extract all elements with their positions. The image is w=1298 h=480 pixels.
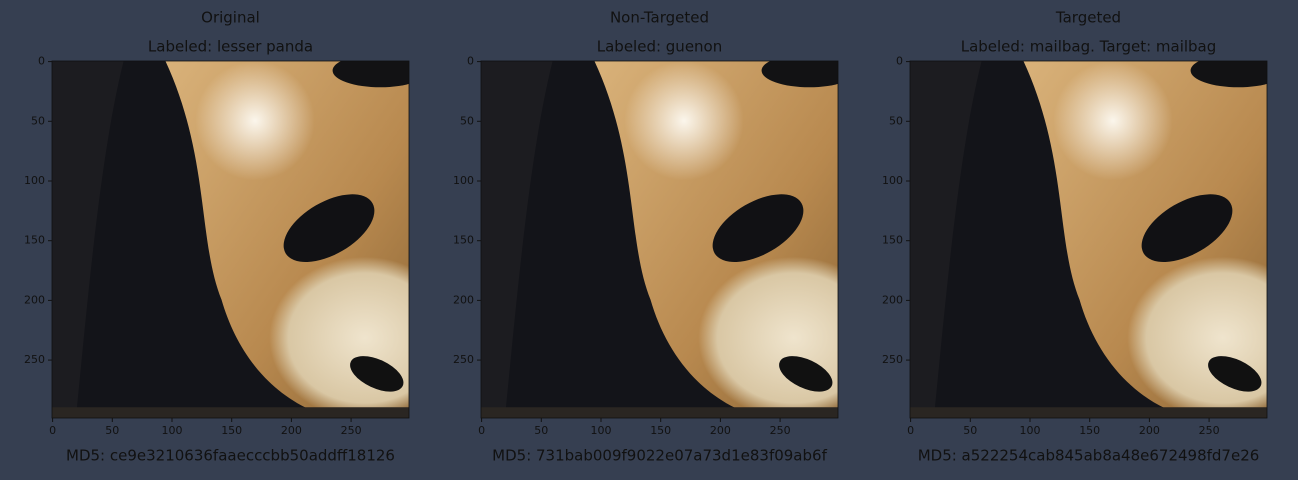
y-tick-label: 100 [453, 174, 474, 187]
subplot: Original Labeled: lesser panda 0 50 100 150 20… [24, 9, 410, 465]
x-tick-label: 150 [1079, 424, 1100, 437]
x-axis-label: MD5: a522254cab845ab8a48e672498fd7e26 [918, 447, 1260, 465]
x-tick-label: 100 [590, 424, 611, 437]
x-tick-label: 100 [161, 424, 182, 437]
y-tick-label: 0 [467, 55, 474, 68]
y-tick-label: 200 [453, 293, 474, 306]
y-tick-label: 100 [24, 174, 45, 187]
y-tick-label: 50 [460, 114, 474, 127]
image [910, 61, 1267, 418]
x-tick-label: 200 [710, 424, 731, 437]
x-tick-label: 0 [907, 424, 914, 437]
axes-frame [480, 60, 839, 419]
image [481, 61, 838, 418]
subplot: Non-Targeted Labeled: guenon 0 50 100 150 200 2… [453, 9, 839, 465]
subplot-subtitle: Labeled: mailbag. Target: mailbag [961, 38, 1217, 56]
x-tick-label: 0 [49, 424, 56, 437]
subplot-title: Targeted [1055, 9, 1121, 27]
axes-frame [909, 60, 1268, 419]
y-tick-label: 150 [24, 234, 45, 247]
y-tick-label: 250 [882, 353, 903, 366]
x-tick-label: 150 [650, 424, 671, 437]
x-tick-label: 50 [105, 424, 119, 437]
x-axis-label: MD5: 731bab009f9022e07a73d1e83f09ab6f [492, 447, 827, 465]
x-tick-label: 250 [341, 424, 362, 437]
y-tick-label: 250 [24, 353, 45, 366]
y-tick-label: 50 [31, 114, 45, 127]
y-tick-label: 200 [24, 293, 45, 306]
x-tick-label: 200 [1139, 424, 1160, 437]
y-tick-label: 50 [889, 114, 903, 127]
y-tick-label: 100 [882, 174, 903, 187]
y-tick-label: 150 [882, 234, 903, 247]
x-axis-label: MD5: ce9e3210636faaecccbb50addff18126 [66, 447, 395, 465]
subplot-title: Non-Targeted [610, 9, 709, 27]
x-tick-label: 0 [478, 424, 485, 437]
axes-frame [51, 60, 410, 419]
y-tick-label: 200 [882, 293, 903, 306]
image [52, 61, 409, 418]
y-tick-label: 250 [453, 353, 474, 366]
x-tick-label: 50 [534, 424, 548, 437]
subplot-subtitle: Labeled: guenon [597, 38, 723, 56]
x-tick-label: 250 [770, 424, 791, 437]
y-tick-label: 150 [453, 234, 474, 247]
x-tick-label: 200 [281, 424, 302, 437]
subplot-title: Original [201, 9, 260, 27]
x-tick-label: 150 [221, 424, 242, 437]
y-tick-label: 0 [896, 55, 903, 68]
x-tick-label: 50 [963, 424, 977, 437]
x-tick-label: 100 [1019, 424, 1040, 437]
subplot-subtitle: Labeled: lesser panda [148, 38, 313, 56]
y-tick-label: 0 [38, 55, 45, 68]
x-tick-label: 250 [1199, 424, 1220, 437]
subplot: Targeted Labeled: mailbag. Target: mailba… [882, 9, 1268, 465]
